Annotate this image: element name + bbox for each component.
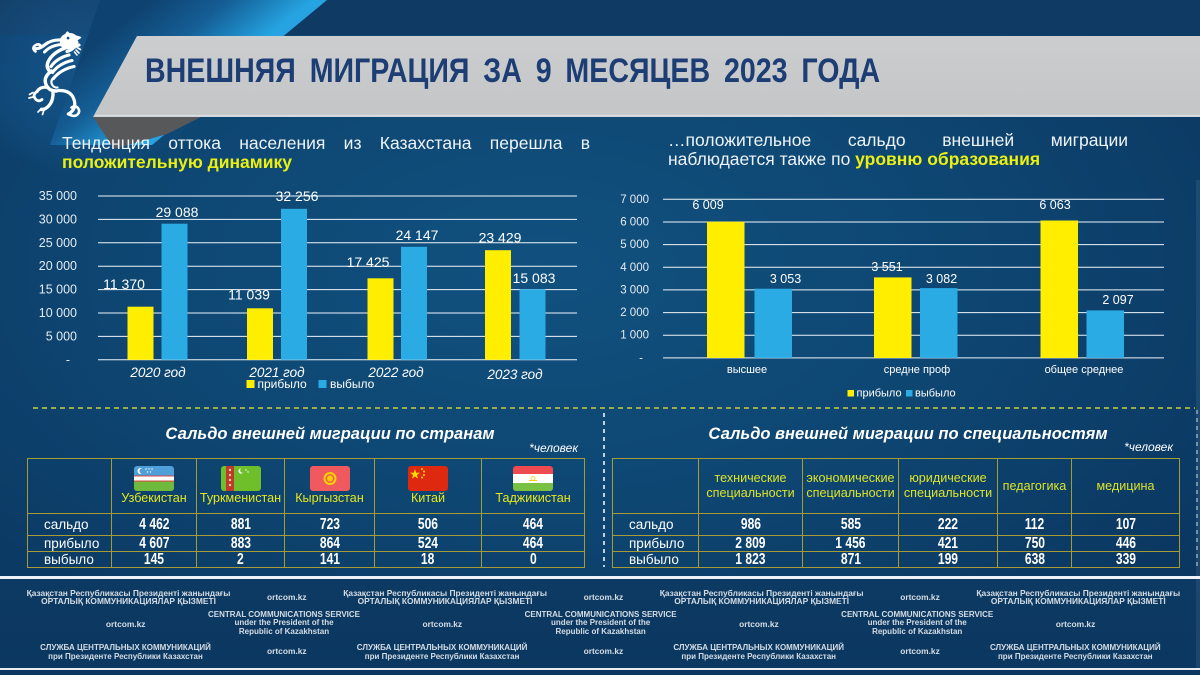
svg-text:общее среднее: общее среднее xyxy=(1045,364,1124,376)
svg-text:23 429: 23 429 xyxy=(479,230,522,246)
svg-text:15 083: 15 083 xyxy=(513,270,556,286)
svg-text:1 000: 1 000 xyxy=(620,330,649,342)
svg-text:30 000: 30 000 xyxy=(39,212,77,226)
svg-text:20 000: 20 000 xyxy=(39,259,77,273)
svg-text:17 425: 17 425 xyxy=(347,254,390,270)
svg-text:2021 год: 2021 год xyxy=(248,365,305,380)
svg-text:35 000: 35 000 xyxy=(39,189,77,203)
svg-text:2 097: 2 097 xyxy=(1102,293,1133,307)
svg-text:15 000: 15 000 xyxy=(39,283,77,297)
svg-text:2022 год: 2022 год xyxy=(367,365,424,380)
svg-text:11 370: 11 370 xyxy=(103,276,145,292)
svg-text:-: - xyxy=(639,352,643,364)
svg-text:2020 год: 2020 год xyxy=(129,365,186,380)
svg-text:выбыло: выбыло xyxy=(330,377,375,391)
svg-text:32 256: 32 256 xyxy=(276,188,319,204)
svg-text:29 088: 29 088 xyxy=(156,204,199,220)
svg-text:прибыло: прибыло xyxy=(857,388,902,400)
svg-text:5 000: 5 000 xyxy=(46,329,77,343)
svg-text:2023 год: 2023 год xyxy=(486,367,543,382)
svg-text:10 000: 10 000 xyxy=(39,306,77,320)
svg-text:прибыло: прибыло xyxy=(258,377,308,391)
svg-text:2 000: 2 000 xyxy=(620,307,649,319)
svg-text:24 147: 24 147 xyxy=(396,227,439,243)
svg-text:3 551: 3 551 xyxy=(871,260,902,274)
svg-text:3 000: 3 000 xyxy=(620,284,649,296)
svg-text:3 082: 3 082 xyxy=(926,272,957,286)
svg-text:6 000: 6 000 xyxy=(620,216,649,228)
svg-text:выбыло: выбыло xyxy=(915,388,956,400)
svg-text:5 000: 5 000 xyxy=(620,239,649,251)
svg-text:11 039: 11 039 xyxy=(228,287,270,303)
svg-text:высшее: высшее xyxy=(727,364,767,376)
svg-text:6 063: 6 063 xyxy=(1039,198,1070,212)
svg-text:6 009: 6 009 xyxy=(692,198,723,212)
svg-text:средне проф: средне проф xyxy=(884,364,950,376)
svg-text:3 053: 3 053 xyxy=(770,272,801,286)
svg-text:4 000: 4 000 xyxy=(620,262,649,274)
svg-text:-: - xyxy=(66,353,70,367)
svg-text:25 000: 25 000 xyxy=(39,236,77,250)
svg-text:7 000: 7 000 xyxy=(620,194,649,206)
